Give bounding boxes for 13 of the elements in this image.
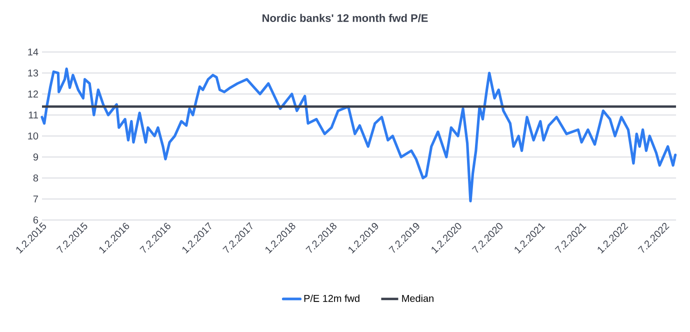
y-tick-label: 11 <box>28 112 38 118</box>
y-tick-label: 8 <box>33 174 38 182</box>
y-tick-label: 14 <box>28 48 38 56</box>
y-tick-label: 6 <box>33 216 38 224</box>
y-tick-label: 12 <box>28 90 38 98</box>
y-tick-label: 13 <box>28 69 38 77</box>
y-tick-label: 10 <box>28 132 38 140</box>
chart-title: Nordic banks' 12 month fwd P/E <box>262 14 428 22</box>
y-tick-label: 7 <box>33 196 38 202</box>
y-tick-label: 9 <box>33 153 38 161</box>
line-series <box>40 68 677 202</box>
legend-label: Median <box>402 294 434 302</box>
legend-label: P/E 12m fwd <box>304 294 360 302</box>
